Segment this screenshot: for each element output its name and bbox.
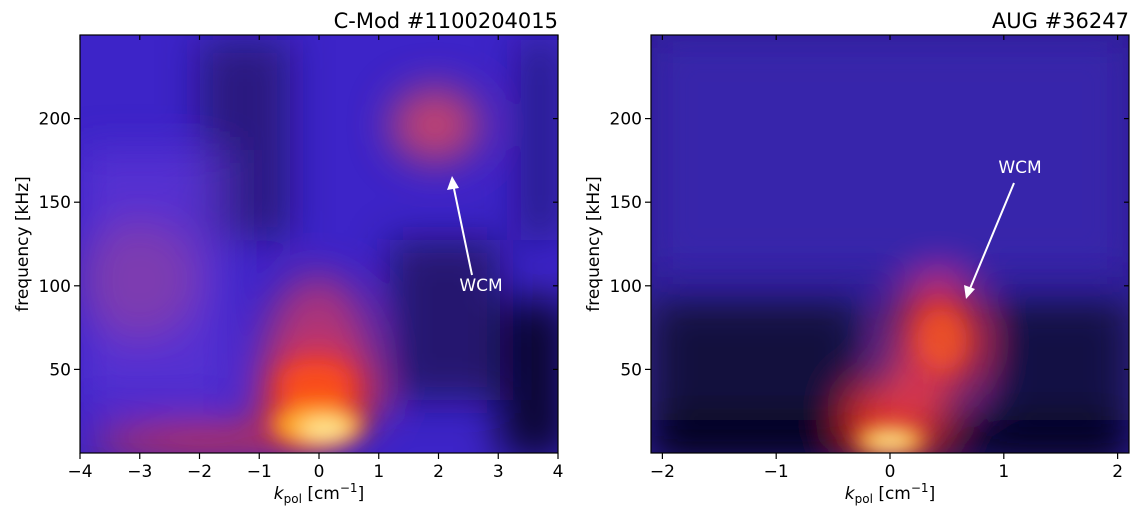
x-tick-label: −3 — [127, 462, 152, 482]
heatmap-texture — [651, 35, 1129, 453]
x-tick-label: −1 — [764, 462, 789, 482]
y-tick-label: 50 — [49, 360, 71, 380]
y-tick-label: 100 — [610, 277, 642, 297]
x-tick-label: −1 — [247, 462, 272, 482]
panel-cmod: −4 −3 −2 −1 0 1 2 3 4 50 100 150 200 WCM C-Mod #1100… — [13, 9, 564, 506]
x-tick-label: 1 — [998, 462, 1009, 482]
y-tick-label: 50 — [620, 360, 642, 380]
wcm-arrow-line — [968, 182, 1015, 292]
ticks-aug: −2 −1 0 1 2 50 100 150 200 — [610, 35, 1129, 482]
x-tick-label: −2 — [187, 462, 212, 482]
chart-title: C-Mod #1100204015 — [334, 9, 558, 33]
x-tick-label: 0 — [885, 462, 896, 482]
wcm-arrowhead — [447, 176, 459, 190]
x-axis-label: kpol [cm−1] — [274, 481, 364, 506]
wcm-annotation: WCM — [998, 158, 1041, 178]
x-tick-label: 0 — [314, 462, 325, 482]
y-axis-label: frequency [kHz] — [13, 176, 33, 312]
heatmap-cmod — [80, 35, 558, 453]
x-axis-label: kpol [cm−1] — [845, 481, 935, 506]
x-tick-label: 4 — [553, 462, 564, 482]
x-tick-label: 1 — [373, 462, 384, 482]
heatmap-aug — [651, 35, 1129, 453]
x-tick-label: −4 — [67, 462, 92, 482]
x-tick-label: 3 — [493, 462, 504, 482]
x-tick-label: −2 — [650, 462, 675, 482]
y-tick-label: 150 — [39, 193, 71, 213]
x-tick-label: 2 — [1112, 462, 1123, 482]
chart-title: AUG #36247 — [992, 9, 1129, 33]
heatmap-core — [273, 363, 363, 447]
ticks-cmod: −4 −3 −2 −1 0 1 2 3 4 50 100 150 200 — [39, 35, 564, 482]
panel-aug: −2 −1 0 1 2 50 100 150 200 WCM AUG #36247 freque… — [584, 9, 1130, 506]
y-axis-label: frequency [kHz] — [584, 176, 604, 312]
y-tick-label: 200 — [39, 110, 71, 130]
wcm-annotation: WCM — [459, 276, 502, 296]
wcm-arrowhead — [964, 285, 975, 299]
y-tick-label: 200 — [610, 110, 642, 130]
heatmap-core — [855, 310, 967, 453]
wcm-arrow-line — [452, 183, 473, 276]
y-tick-label: 100 — [39, 277, 71, 297]
x-tick-label: 2 — [433, 462, 444, 482]
y-tick-label: 150 — [610, 193, 642, 213]
